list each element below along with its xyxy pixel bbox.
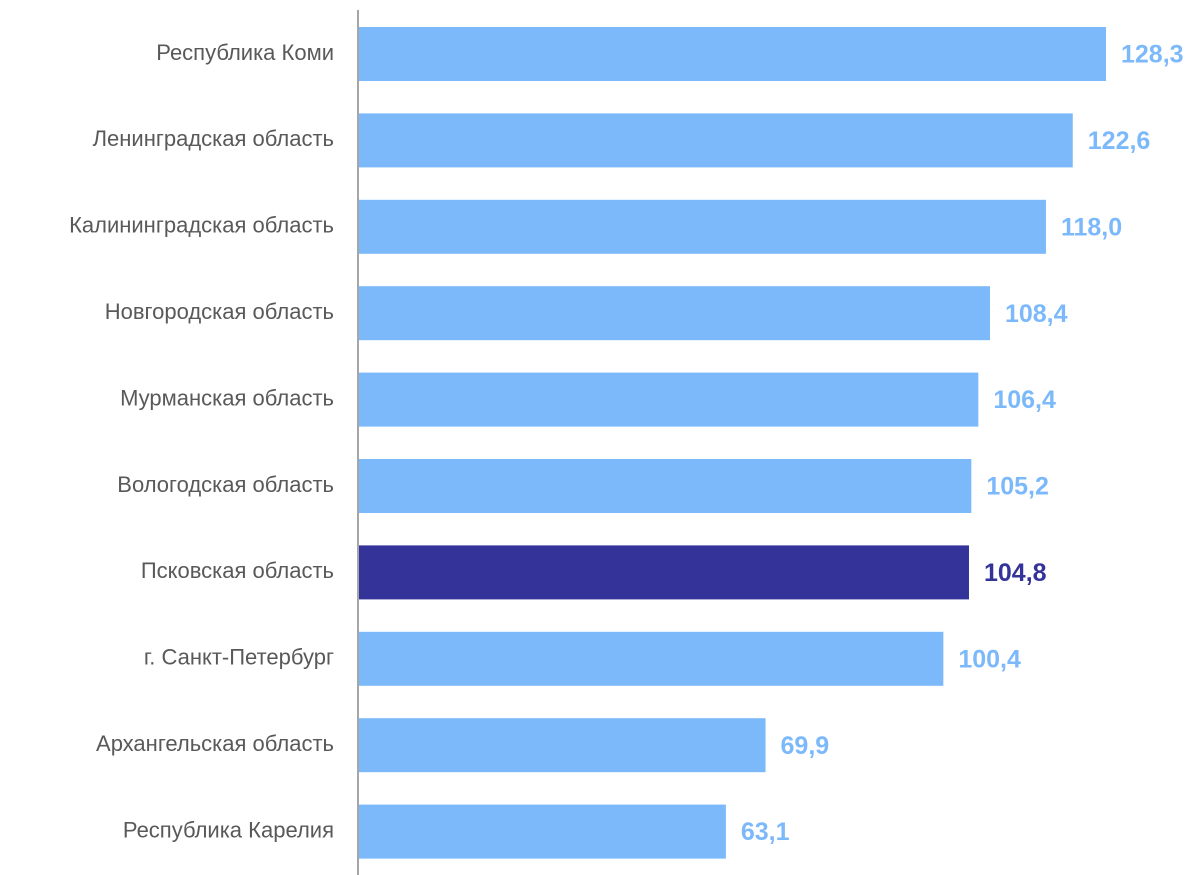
value-label-2: 118,0 xyxy=(1061,213,1122,241)
bar-3 xyxy=(359,286,990,341)
bar-6 xyxy=(359,545,969,600)
category-label-4: Мурманская область xyxy=(120,385,334,410)
bar-7 xyxy=(359,631,944,686)
bar-9 xyxy=(359,804,726,859)
category-label-5: Вологодская область xyxy=(117,472,334,497)
value-label-0: 128,3 xyxy=(1121,41,1184,69)
category-label-6: Псковская область xyxy=(141,558,334,583)
bar-2 xyxy=(359,199,1046,254)
value-label-8: 69,9 xyxy=(781,732,830,760)
value-label-5: 105,2 xyxy=(986,473,1049,501)
category-label-2: Калининградская область xyxy=(69,213,334,238)
category-label-0: Республика Коми xyxy=(156,40,334,65)
value-label-4: 106,4 xyxy=(993,386,1056,414)
bars-layer xyxy=(359,27,1106,859)
category-label-1: Ленинградская область xyxy=(93,126,334,151)
value-label-7: 100,4 xyxy=(958,645,1021,673)
value-label-3: 108,4 xyxy=(1005,300,1068,328)
category-label-3: Новгородская область xyxy=(105,299,334,324)
bar-4 xyxy=(359,372,979,427)
value-label-1: 122,6 xyxy=(1088,127,1151,155)
bar-8 xyxy=(359,718,766,773)
labels-layer: Республика Коми 128,3 Ленинградская област… xyxy=(69,40,1184,846)
bar-1 xyxy=(359,113,1073,168)
category-label-8: Архангельская область xyxy=(96,731,334,756)
value-label-9: 63,1 xyxy=(741,818,790,846)
value-label-6: 104,8 xyxy=(984,559,1047,587)
bar-5 xyxy=(359,459,972,513)
category-label-7: г. Санкт-Петербург xyxy=(144,645,334,670)
category-label-9: Республика Карелия xyxy=(123,817,334,842)
bar-0 xyxy=(359,27,1106,81)
